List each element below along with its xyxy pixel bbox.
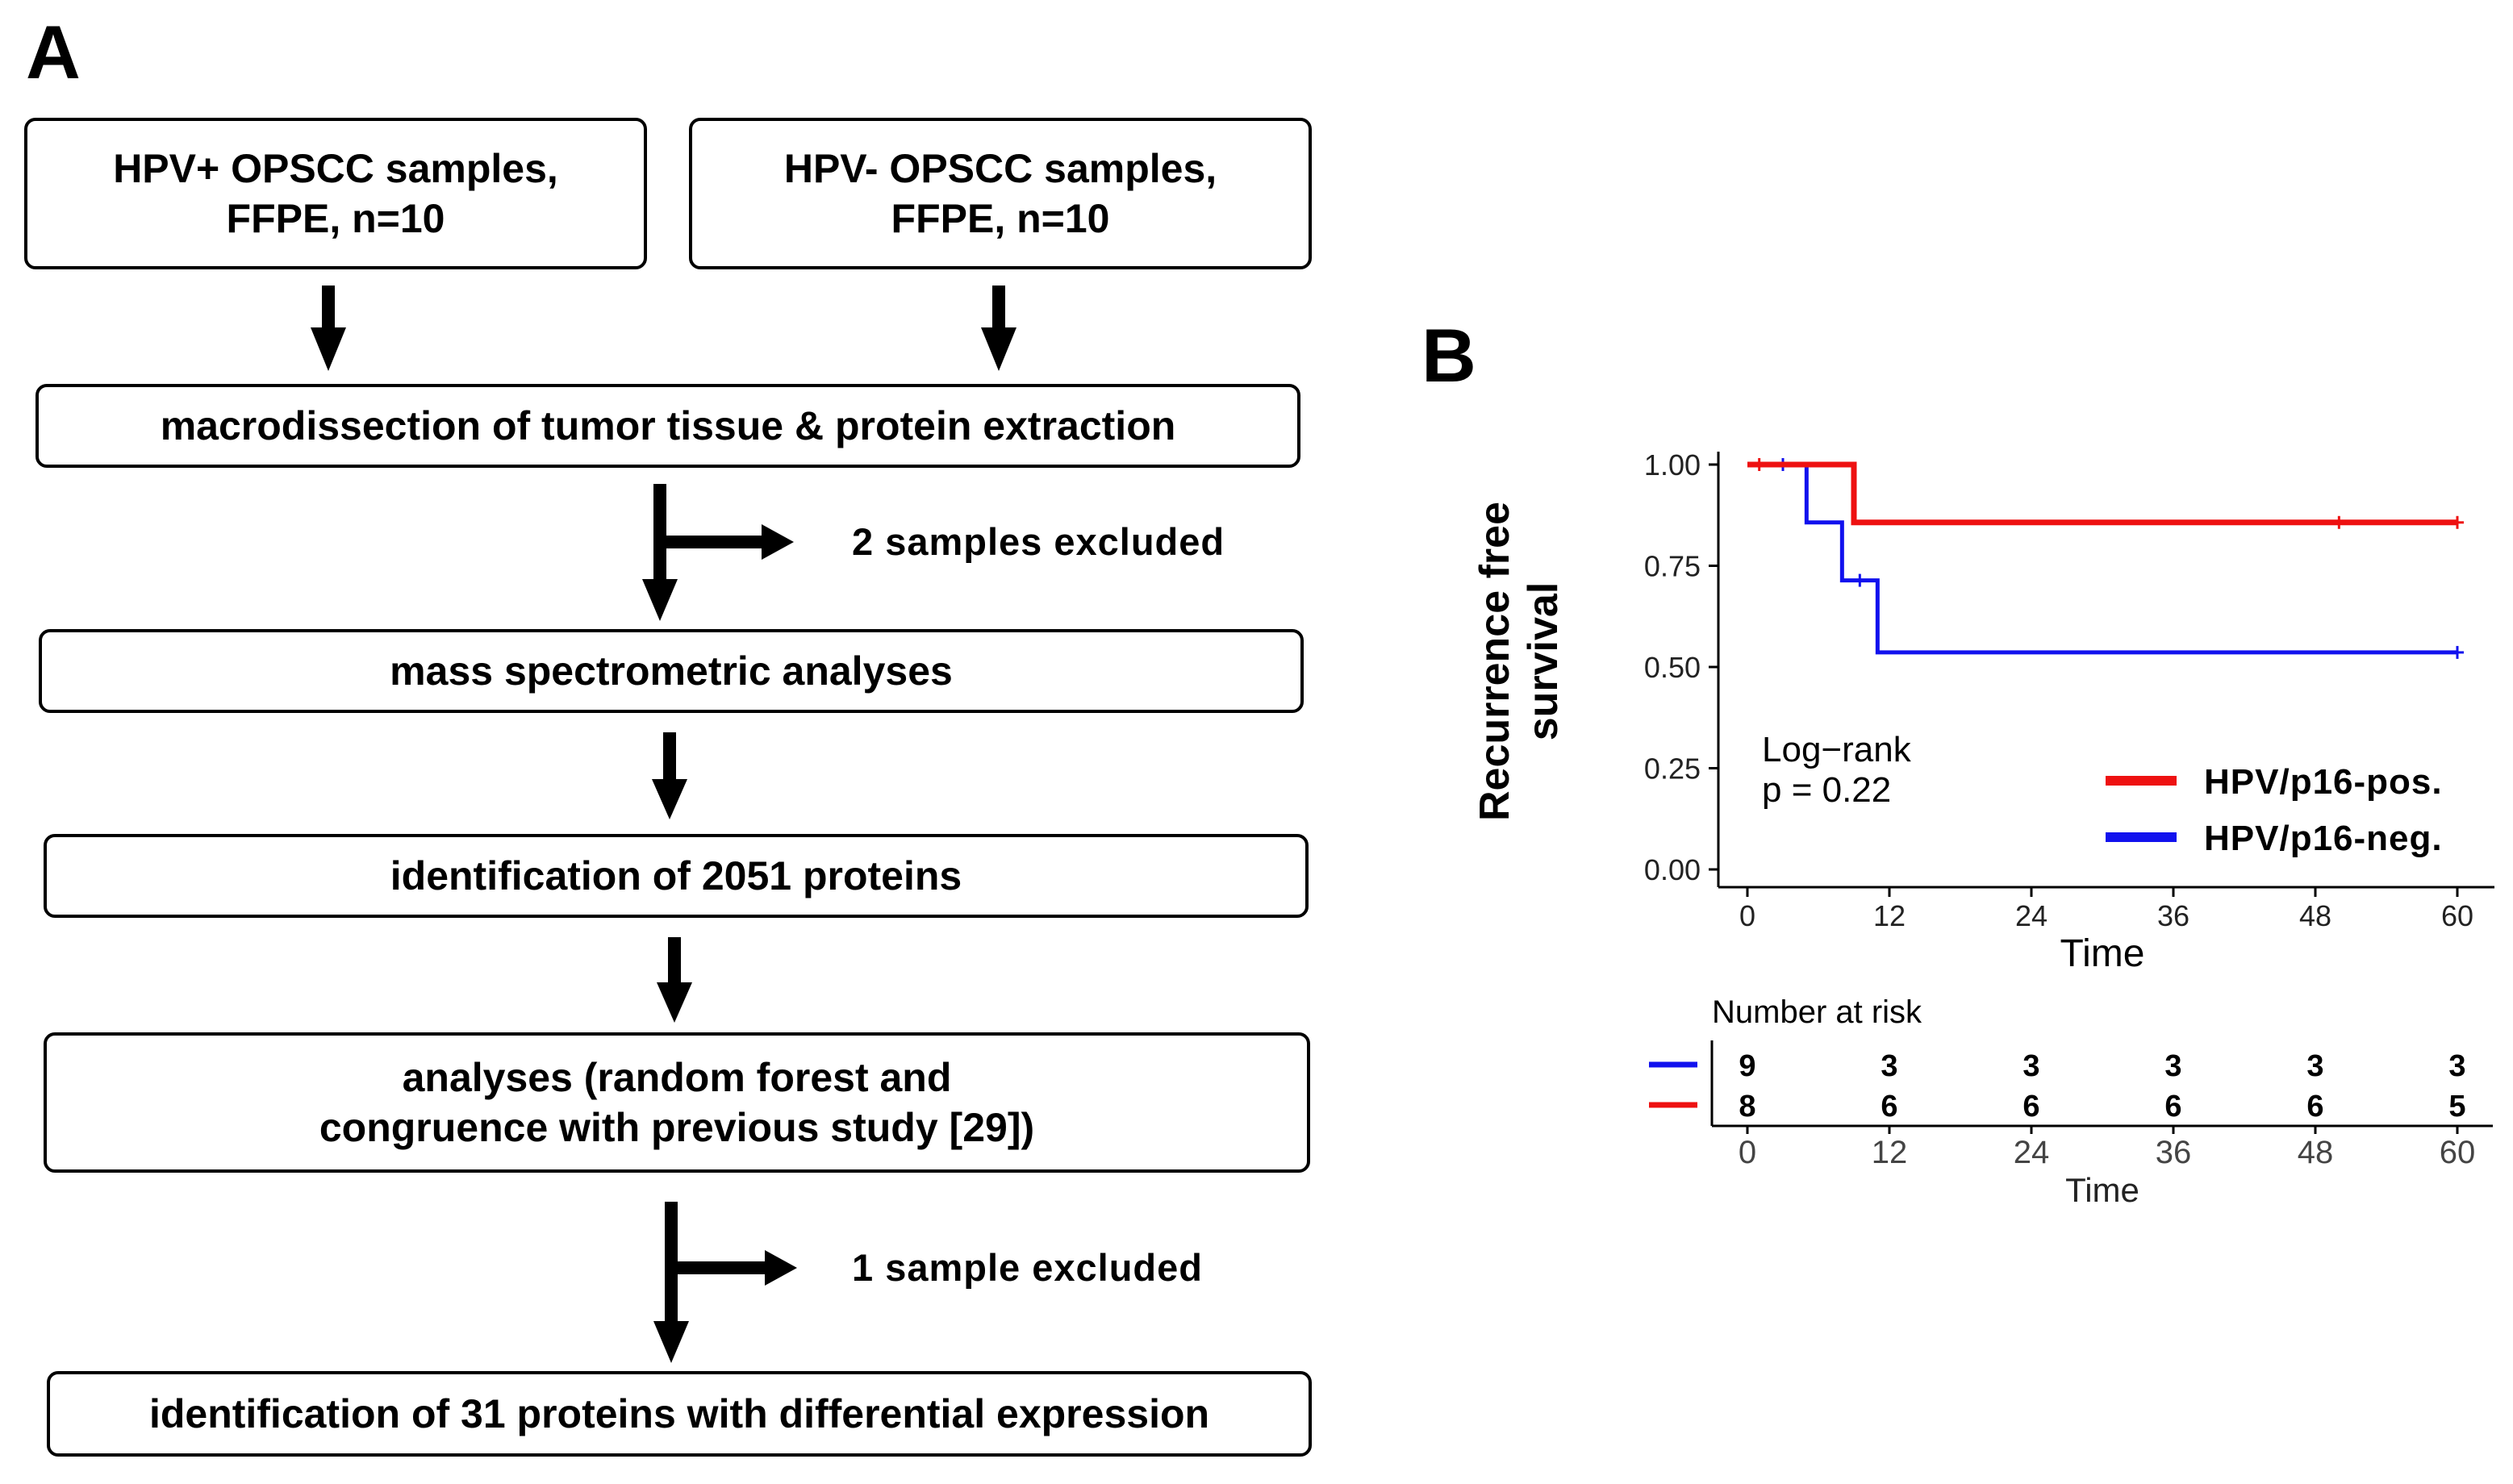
km-line-hpv-p16-neg-	[1747, 462, 2457, 655]
legend-label: HPV/p16-neg.	[2204, 819, 2443, 858]
risk-count: 3	[2164, 1049, 2181, 1083]
y-tick-label: 0.25	[1644, 752, 1701, 786]
x-tick-label: 0	[1739, 899, 1755, 932]
risk-x-tick-label: 0	[1739, 1135, 1756, 1170]
analyses-text: analyses (random forest and congruence w…	[319, 1054, 1035, 1151]
excluded-note-2: 1 sample excluded	[852, 1246, 1203, 1289]
pvalue-label: p = 0.22	[1762, 770, 1891, 810]
x-tick-label: 60	[2441, 899, 2473, 932]
risk-table-x-label: Time	[2065, 1171, 2139, 1209]
risk-count: 6	[1881, 1090, 1897, 1123]
risk-count: 3	[2448, 1049, 2465, 1083]
final-text: identification of 31 proteins with diffe…	[148, 1390, 1210, 1436]
arrow-to-identification	[652, 732, 687, 819]
identification-text: identification of 2051 proteins	[390, 852, 962, 898]
arrow-exclusion-1	[666, 524, 794, 560]
risk-count: 9	[1739, 1049, 1755, 1083]
final-box: identification of 31 proteins with diffe…	[47, 1371, 1312, 1457]
km-line-hpv-p16-pos-	[1747, 461, 2457, 526]
y-tick-label: 0.50	[1644, 651, 1701, 684]
x-tick-label: 24	[2015, 899, 2048, 932]
risk-x-tick-label: 24	[2014, 1135, 2050, 1170]
risk-count: 6	[2164, 1090, 2181, 1123]
arrow-to-final	[653, 1202, 689, 1363]
panel-b-label: B	[1421, 313, 1476, 398]
y-tick-label: 0.00	[1644, 853, 1701, 886]
x-tick-label: 48	[2299, 899, 2331, 932]
risk-count: 3	[2023, 1049, 2039, 1083]
identification-box: identification of 2051 proteins	[44, 834, 1309, 918]
risk-x-tick-label: 36	[2156, 1135, 2192, 1170]
logrank-label: Log−rank	[1762, 730, 1912, 769]
analyses-box: analyses (random forest and congruence w…	[44, 1032, 1310, 1173]
excluded-note-1: 2 samples excluded	[852, 520, 1225, 563]
x-tick-label: 36	[2157, 899, 2189, 932]
risk-count: 8	[1739, 1090, 1755, 1123]
risk-count: 6	[2306, 1090, 2323, 1123]
risk-count: 3	[1881, 1049, 1897, 1083]
hpv-positive-text: HPV+ OPSCC samples, FFPE, n=10	[113, 145, 558, 242]
mass-spec-text: mass spectrometric analyses	[390, 648, 953, 694]
risk-table-title: Number at risk	[1712, 994, 1922, 1030]
mass-spec-box: mass spectrometric analyses	[39, 629, 1304, 713]
y-tick-label: 0.75	[1644, 550, 1701, 583]
legend-label: HPV/p16-pos.	[2204, 762, 2443, 802]
x-tick-label: 12	[1873, 899, 1906, 932]
risk-x-tick-label: 60	[2440, 1135, 2476, 1170]
arrow-to-analyses	[657, 937, 692, 1023]
arrow-hpv-neg-down	[981, 286, 1016, 371]
risk-count: 5	[2448, 1090, 2465, 1123]
hpv-negative-text: HPV- OPSCC samples, FFPE, n=10	[783, 145, 1217, 242]
hpv-negative-box: HPV- OPSCC samples, FFPE, n=10	[689, 118, 1312, 269]
risk-x-tick-label: 12	[1872, 1135, 1908, 1170]
macrodissection-box: macrodissection of tumor tissue & protei…	[35, 384, 1300, 468]
arrow-exclusion-2	[678, 1250, 797, 1286]
hpv-positive-box: HPV+ OPSCC samples, FFPE, n=10	[24, 118, 647, 269]
risk-x-tick-label: 48	[2298, 1135, 2334, 1170]
macrodissection-text: macrodissection of tumor tissue & protei…	[160, 402, 1176, 448]
panel-a-label: A	[26, 10, 81, 94]
y-tick-label: 1.00	[1644, 448, 1701, 481]
y-axis-label: Recurrence freesurvival	[1471, 502, 1567, 821]
risk-count: 3	[2306, 1049, 2323, 1083]
risk-count: 6	[2023, 1090, 2039, 1123]
x-axis-label: Time	[2060, 932, 2145, 975]
arrow-hpv-pos-down	[311, 286, 346, 371]
arrow-to-mass-spec	[642, 484, 678, 621]
